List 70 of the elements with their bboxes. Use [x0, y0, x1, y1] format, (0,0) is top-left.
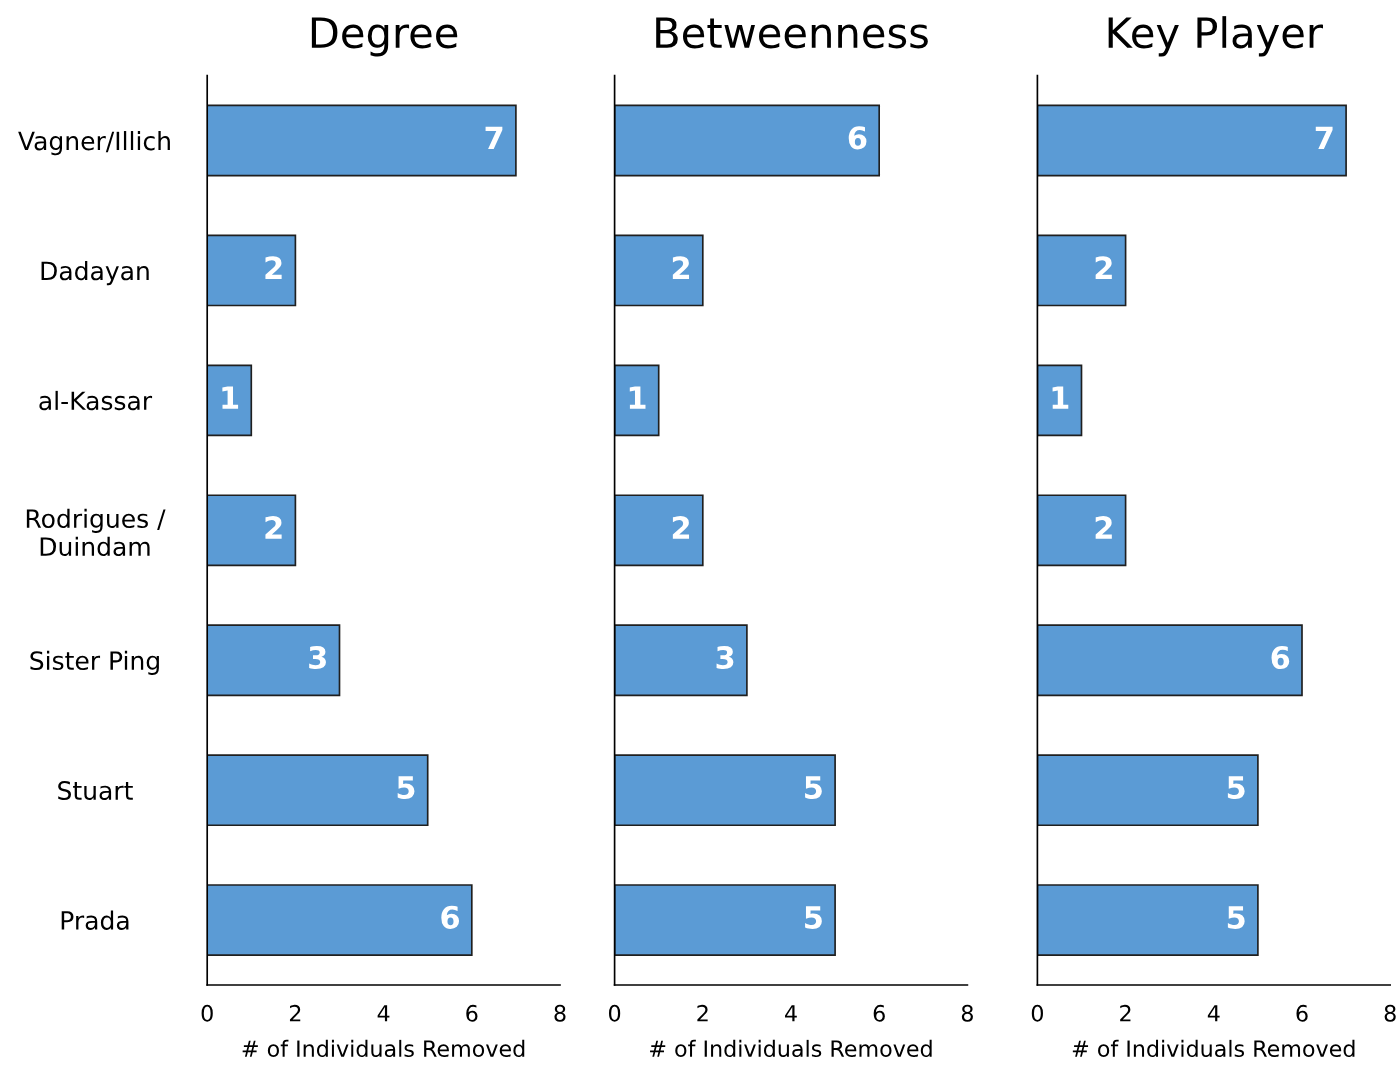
bar	[614, 104, 881, 177]
bar	[207, 884, 473, 956]
bar	[614, 234, 704, 307]
data-label: 6	[441, 905, 460, 929]
bar	[207, 624, 341, 697]
bar	[614, 884, 836, 956]
data-label: 5	[1227, 776, 1245, 800]
x-axis-title: # of Individuals Removed	[1072, 1039, 1355, 1058]
bar	[614, 624, 748, 697]
data-label: 5	[805, 776, 822, 800]
data-label: 7	[1315, 126, 1333, 149]
data-label: 3	[309, 645, 326, 670]
y-tick-label: al-Kassar	[39, 390, 153, 411]
data-label: 5	[805, 906, 822, 929]
y-tick-label: Vagner/Illich	[18, 131, 170, 156]
x-tick-label: 0	[609, 1004, 621, 1022]
bar	[614, 364, 660, 437]
data-label: 1	[629, 386, 646, 409]
x-tick-label: 8	[554, 1004, 566, 1022]
bar	[1037, 624, 1303, 697]
data-label: 1	[222, 386, 239, 409]
data-label: 7	[485, 126, 503, 149]
data-label: 1	[1052, 386, 1069, 409]
bar	[1037, 364, 1083, 437]
data-label: 6	[848, 126, 867, 150]
y-tick-label: Stuart	[58, 781, 133, 800]
bar	[207, 104, 517, 177]
x-tick-label: 8	[1384, 1004, 1396, 1022]
bar	[614, 494, 704, 567]
x-tick-label: 0	[1031, 1004, 1043, 1022]
bar	[1037, 234, 1127, 307]
data-label: 2	[1095, 256, 1112, 279]
chart-title: Betweenness	[656, 17, 928, 49]
data-label: 2	[672, 256, 690, 279]
bar	[1037, 104, 1347, 177]
y-tick-label: Prada	[61, 910, 129, 930]
x-axis-title: # of Individuals Removed	[242, 1039, 525, 1058]
data-label: 2	[672, 516, 690, 539]
data-label: 2	[1095, 516, 1112, 539]
y-tick-label: Sister Ping	[30, 650, 159, 675]
x-tick-label: 0	[201, 1004, 213, 1022]
chart-title: Degree	[311, 17, 458, 57]
data-label: 5	[397, 776, 415, 800]
y-tick-label: Dadayan	[41, 260, 149, 286]
x-axis-title: # of Individuals Removed	[650, 1039, 932, 1058]
data-label: 2	[265, 256, 282, 279]
bar	[614, 754, 836, 827]
data-label: 3	[716, 645, 734, 670]
bar	[207, 234, 297, 307]
chart-title: Key Player	[1108, 16, 1324, 57]
bar	[1037, 754, 1259, 827]
x-tick-label: 2	[697, 1004, 708, 1022]
x-tick-label: 6	[873, 1004, 885, 1022]
x-tick-label: 2	[1120, 1004, 1131, 1022]
x-tick-label: 8	[961, 1004, 973, 1022]
data-label: 5	[1227, 906, 1245, 929]
data-label: 6	[1271, 646, 1290, 670]
x-tick-label: 6	[1296, 1004, 1308, 1022]
x-tick-label: 2	[289, 1004, 301, 1022]
data-label: 2	[265, 516, 282, 539]
bar	[207, 754, 429, 827]
y-tick-label: Rodrigues / Duindam	[26, 508, 166, 557]
bar	[1037, 884, 1259, 956]
x-tick-label: 4	[377, 1005, 390, 1022]
x-tick-label: 6	[466, 1004, 478, 1022]
x-tick-label: 4	[1207, 1005, 1220, 1022]
bar	[207, 364, 253, 437]
bar	[207, 494, 297, 567]
bar	[1037, 494, 1127, 567]
x-tick-label: 4	[785, 1005, 797, 1022]
